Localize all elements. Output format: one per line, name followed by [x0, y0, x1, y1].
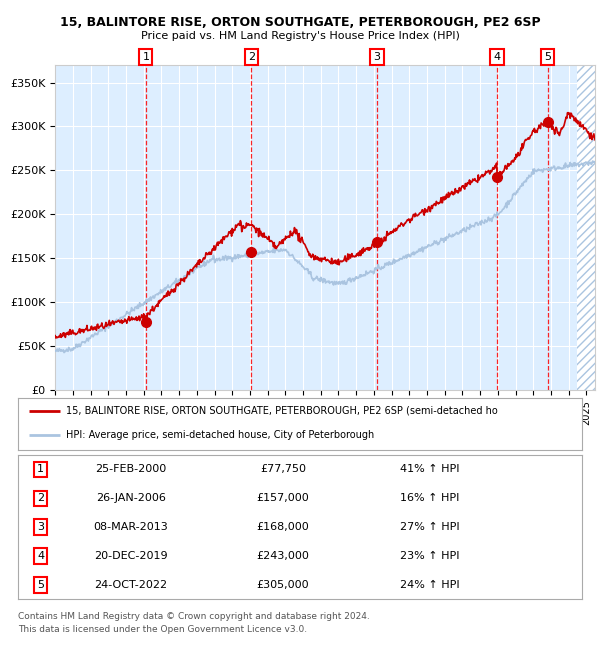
Text: 24-OCT-2022: 24-OCT-2022: [94, 580, 167, 590]
Text: 15, BALINTORE RISE, ORTON SOUTHGATE, PETERBOROUGH, PE2 6SP (semi-detached ho: 15, BALINTORE RISE, ORTON SOUTHGATE, PET…: [66, 406, 497, 416]
Text: 20-DEC-2019: 20-DEC-2019: [94, 551, 167, 561]
Text: 1: 1: [142, 52, 149, 62]
Text: £77,750: £77,750: [260, 465, 306, 474]
Text: 2: 2: [37, 493, 44, 503]
Text: Contains HM Land Registry data © Crown copyright and database right 2024.: Contains HM Land Registry data © Crown c…: [18, 612, 370, 621]
Text: £157,000: £157,000: [257, 493, 310, 503]
Text: £243,000: £243,000: [257, 551, 310, 561]
Text: 5: 5: [544, 52, 551, 62]
Text: HPI: Average price, semi-detached house, City of Peterborough: HPI: Average price, semi-detached house,…: [66, 430, 374, 440]
Text: 08-MAR-2013: 08-MAR-2013: [94, 522, 168, 532]
Text: This data is licensed under the Open Government Licence v3.0.: This data is licensed under the Open Gov…: [18, 625, 307, 634]
Text: 4: 4: [37, 551, 44, 561]
Text: 15, BALINTORE RISE, ORTON SOUTHGATE, PETERBOROUGH, PE2 6SP: 15, BALINTORE RISE, ORTON SOUTHGATE, PET…: [59, 16, 541, 29]
Text: 4: 4: [494, 52, 500, 62]
Text: 2: 2: [248, 52, 255, 62]
Text: 3: 3: [374, 52, 380, 62]
Text: £305,000: £305,000: [257, 580, 310, 590]
Text: 24% ↑ HPI: 24% ↑ HPI: [400, 580, 460, 590]
Text: 27% ↑ HPI: 27% ↑ HPI: [400, 522, 460, 532]
Text: 23% ↑ HPI: 23% ↑ HPI: [400, 551, 460, 561]
Text: £168,000: £168,000: [257, 522, 310, 532]
Text: 5: 5: [37, 580, 44, 590]
Text: 26-JAN-2006: 26-JAN-2006: [96, 493, 166, 503]
Text: Price paid vs. HM Land Registry's House Price Index (HPI): Price paid vs. HM Land Registry's House …: [140, 31, 460, 41]
Text: 16% ↑ HPI: 16% ↑ HPI: [400, 493, 460, 503]
Text: 41% ↑ HPI: 41% ↑ HPI: [400, 465, 460, 474]
Text: 1: 1: [37, 465, 44, 474]
Text: 3: 3: [37, 522, 44, 532]
Text: 25-FEB-2000: 25-FEB-2000: [95, 465, 166, 474]
